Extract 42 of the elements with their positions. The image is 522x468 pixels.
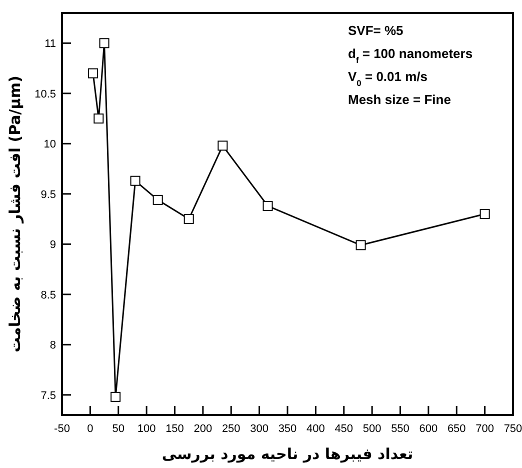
y-tick-label: 8.5 bbox=[40, 289, 56, 302]
annotation: Mesh size = Fine bbox=[348, 92, 451, 107]
x-tick-label: 450 bbox=[334, 423, 354, 435]
x-tick-label: 350 bbox=[278, 423, 297, 435]
y-tick-label: 8 bbox=[50, 340, 56, 352]
point bbox=[184, 214, 194, 224]
x-tick-label: 500 bbox=[362, 423, 382, 435]
annotation: V$_{0}$ = 0.01 m/s bbox=[348, 69, 428, 88]
y-tick-label: 10 bbox=[44, 138, 56, 151]
annotation: d$_{f}$ = 100 nanometers bbox=[348, 46, 473, 65]
point bbox=[110, 392, 121, 402]
x-tick-label: 100 bbox=[137, 423, 156, 435]
y-tick-label: 9 bbox=[50, 239, 56, 252]
x-tick-label: 200 bbox=[194, 423, 212, 435]
point bbox=[356, 240, 366, 250]
point bbox=[480, 209, 490, 219]
y-tick-label: 9.5 bbox=[40, 188, 56, 201]
y-tick-label: 10.5 bbox=[34, 88, 56, 100]
x-tick-label: 650 bbox=[447, 423, 466, 435]
x-tick-label: -50 bbox=[54, 423, 70, 435]
y-tick-label: 11 bbox=[44, 38, 56, 50]
point bbox=[88, 68, 98, 78]
point bbox=[130, 176, 140, 186]
y-axis-title: افت فشار نسبت به ضخامت (Pa/µm) bbox=[6, 76, 24, 352]
x-tick-label: 150 bbox=[166, 423, 184, 435]
point bbox=[152, 194, 163, 205]
point bbox=[262, 200, 273, 211]
y-tick-label: 7.5 bbox=[40, 390, 56, 402]
annotation: SVF= %5 bbox=[348, 23, 404, 38]
x-tick-label: 400 bbox=[306, 423, 325, 435]
x-tick-label: 750 bbox=[504, 423, 522, 435]
x-tick-label: 550 bbox=[391, 423, 410, 435]
x-tick-label: 50 bbox=[112, 423, 124, 435]
x-tick-label: 600 bbox=[419, 423, 438, 435]
x-tick-label: 0 bbox=[87, 423, 94, 435]
point bbox=[99, 38, 110, 48]
x-tick-label: 250 bbox=[222, 423, 240, 435]
point bbox=[94, 114, 104, 124]
point bbox=[218, 140, 228, 151]
x-tick-label: 700 bbox=[476, 423, 494, 435]
x-axis-title: تعداد فیبرها در ناحیه مورد بررسی bbox=[162, 445, 414, 463]
x-tick-label: 300 bbox=[250, 423, 268, 435]
